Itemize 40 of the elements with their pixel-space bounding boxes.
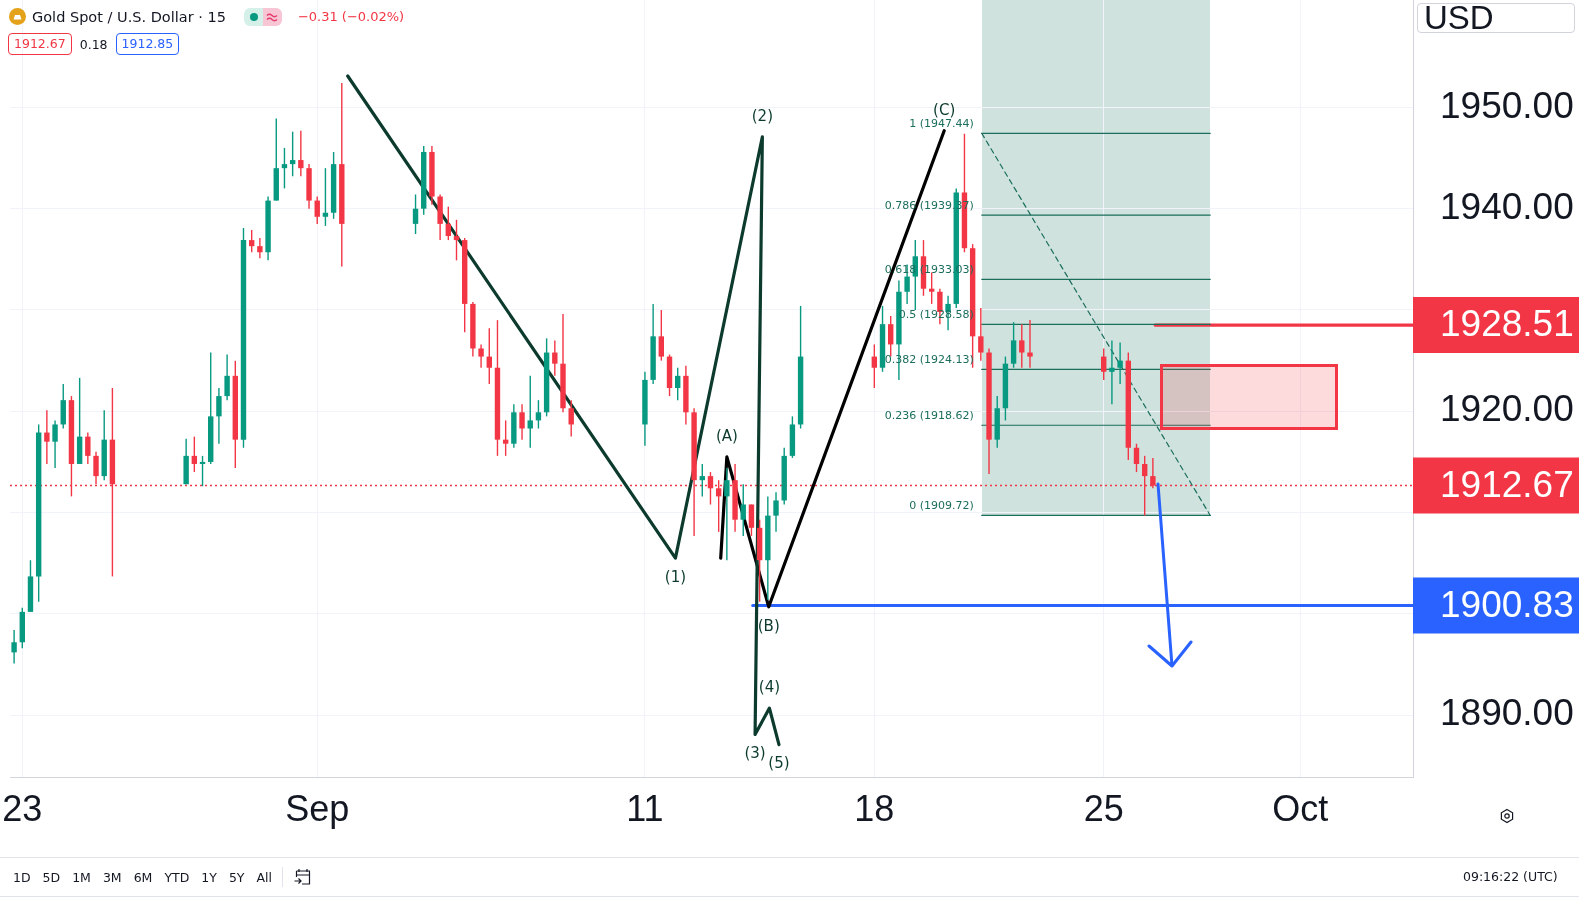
annotation: 0.18 <box>79 36 108 52</box>
y-tick-label: 1920.00 <box>1440 388 1574 430</box>
x-tick-label: Sep <box>285 787 350 829</box>
annotation: (3) <box>744 744 766 763</box>
text: Gold Spot / U.S. Dollar · 15 <box>32 8 226 25</box>
series-label: 0 (1909.72) <box>909 499 974 513</box>
y-tick-label: 1940.00 <box>1440 185 1574 227</box>
text: All <box>255 869 273 885</box>
annotation: (B) <box>757 616 780 635</box>
text: 5Y <box>227 869 246 885</box>
annotation: −0.31 (−0.02%) <box>297 9 405 24</box>
annotation: (1) <box>664 568 687 587</box>
annotation: (4) <box>758 678 781 696</box>
data-label: 1900.83 <box>1440 583 1574 625</box>
x-tick-label: 23 <box>2 787 43 829</box>
text: 6M <box>132 869 154 885</box>
price-box: 1912.67 <box>8 33 72 55</box>
y-tick-label: 1890.00 <box>1440 692 1574 734</box>
x-tick-label: 18 <box>854 787 895 829</box>
x-tick-label: 25 <box>1083 787 1124 829</box>
annotation: (5) <box>768 754 790 773</box>
annotation: (C) <box>933 100 956 119</box>
series-label: 0.236 (1918.62) <box>884 409 974 423</box>
text: 3M <box>101 869 123 885</box>
data-label: 1928.51 <box>1440 303 1574 345</box>
x-tick-label: Oct <box>1272 787 1329 829</box>
text: 1Y <box>200 869 218 885</box>
ref-line-label: 1912.67 <box>1440 463 1574 505</box>
x-tick-label: 11 <box>626 787 664 829</box>
text: 1D <box>12 869 32 885</box>
text: YTD <box>163 869 191 885</box>
annotation: (A) <box>715 426 738 445</box>
annotation: (2) <box>751 106 773 125</box>
series-label: 1 (1947.44) <box>909 117 974 131</box>
y-axis-title: USD <box>1417 0 1575 36</box>
text: 5D <box>41 869 62 885</box>
text: 09:16:22 (UTC) <box>1463 868 1558 886</box>
price-box: 1912.85 <box>115 33 180 55</box>
text: 1M <box>71 869 92 885</box>
y-tick-label: 1950.00 <box>1440 84 1574 126</box>
